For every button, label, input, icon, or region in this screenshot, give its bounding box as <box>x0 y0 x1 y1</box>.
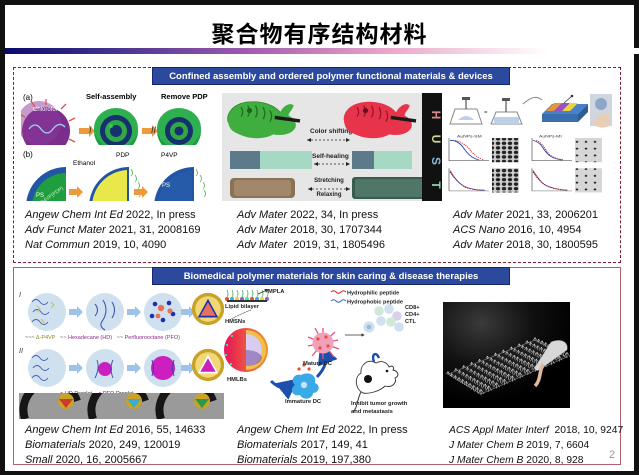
svg-text:and metastasis: and metastasis <box>351 409 393 415</box>
svg-text:HMLBs: HMLBs <box>227 377 247 383</box>
svg-text:Color shifting: Color shifting <box>310 128 352 135</box>
svg-text:CD8+: CD8+ <box>405 305 420 311</box>
svg-text:P4VP: P4VP <box>161 152 178 159</box>
svg-text:Self-assembly: Self-assembly <box>86 92 137 101</box>
svg-text:AuNPs-MI: AuNPs-MI <box>539 134 562 138</box>
svg-text:I: I <box>19 292 21 299</box>
svg-text:=: = <box>484 110 488 116</box>
svg-text:H: H <box>429 111 442 120</box>
svg-text:Inhibit tumor growth: Inhibit tumor growth <box>351 401 408 407</box>
svg-text:II: II <box>19 348 23 355</box>
svg-text:HMSNs: HMSNs <box>225 319 245 325</box>
svg-text:Lipid bilayer: Lipid bilayer <box>225 304 260 310</box>
svg-text:Chloroform: Chloroform <box>33 107 63 113</box>
svg-text:Ethanol: Ethanol <box>73 160 96 167</box>
svg-text:Remove PDP: Remove PDP <box>161 92 208 101</box>
svg-text:(b): (b) <box>23 150 33 159</box>
svg-text:MPLA: MPLA <box>268 289 285 295</box>
svg-text:Immature DC: Immature DC <box>285 399 322 405</box>
svg-text:U: U <box>429 135 442 144</box>
svg-text:PDP: PDP <box>116 152 129 159</box>
svg-text:Hydrophobic peptide: Hydrophobic peptide <box>347 300 403 306</box>
svg-text:PS: PS <box>162 183 170 189</box>
svg-text:CD4+: CD4+ <box>405 312 420 318</box>
svg-text:Mature DC: Mature DC <box>303 361 333 367</box>
svg-text:AuNPs-SM: AuNPs-SM <box>457 134 482 138</box>
svg-text:Self-healing: Self-healing <box>312 153 349 160</box>
svg-text:Relaxing: Relaxing <box>316 192 341 198</box>
svg-text:(a): (a) <box>23 93 33 102</box>
svg-text:S: S <box>429 157 442 165</box>
svg-text:CTL: CTL <box>405 319 416 325</box>
svg-text:II: II <box>151 125 157 135</box>
svg-text:Stretching: Stretching <box>314 178 344 184</box>
svg-text:T: T <box>429 181 442 189</box>
svg-text:Hydrophilic peptide: Hydrophilic peptide <box>347 291 399 297</box>
